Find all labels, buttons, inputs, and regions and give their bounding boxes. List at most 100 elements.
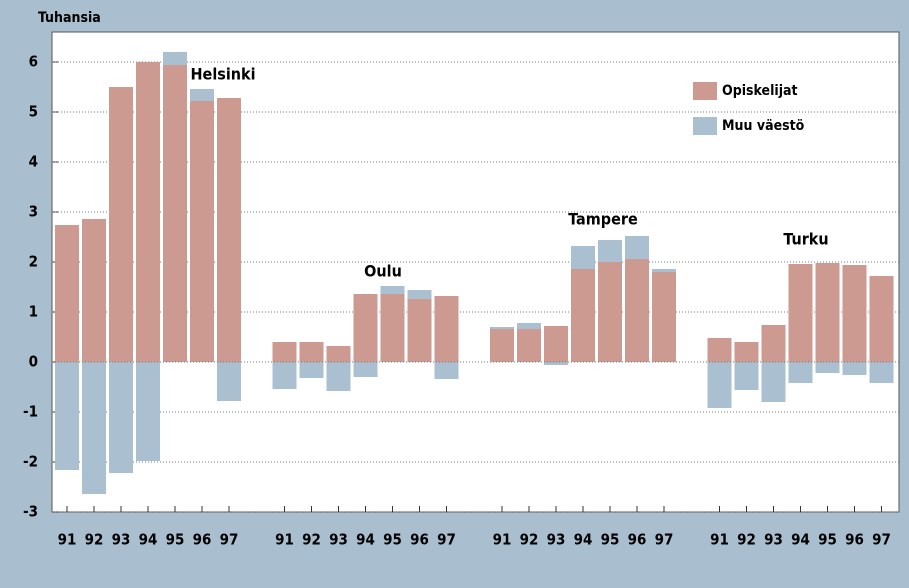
bar — [353, 294, 378, 362]
bar — [707, 338, 732, 362]
x-tick-label: 96 — [628, 531, 647, 549]
bar — [707, 362, 732, 408]
x-tick-label: 93 — [112, 531, 131, 549]
x-tick-label: 95 — [601, 531, 620, 549]
bar — [490, 327, 514, 329]
bar — [625, 259, 649, 362]
x-tick-label: 91 — [493, 531, 512, 549]
bar — [652, 272, 676, 362]
bar — [842, 362, 867, 375]
bar — [788, 264, 813, 362]
x-tick-label: 95 — [818, 531, 837, 549]
bar — [652, 269, 676, 272]
bar — [163, 65, 187, 362]
bar — [82, 219, 106, 362]
bar — [136, 362, 160, 461]
bar — [490, 329, 514, 362]
x-tick-label: 96 — [193, 531, 212, 549]
x-tick-label: 97 — [220, 531, 239, 549]
group-label: Tampere — [568, 210, 638, 229]
bar — [625, 236, 649, 259]
bar — [517, 323, 541, 329]
bar — [217, 362, 241, 401]
bar — [434, 362, 459, 379]
bar — [815, 263, 840, 362]
y-tick-label: -3 — [23, 503, 38, 521]
x-tick-label: 94 — [574, 531, 593, 549]
x-tick-label: 96 — [845, 531, 864, 549]
bar — [869, 362, 894, 383]
bar — [761, 362, 786, 402]
x-tick-label: 91 — [58, 531, 77, 549]
bar — [761, 325, 786, 362]
x-tick-label: 97 — [437, 531, 456, 549]
y-tick-label: -2 — [23, 453, 38, 471]
x-tick-label: 93 — [547, 531, 566, 549]
bar — [353, 362, 378, 377]
x-tick-label: 94 — [139, 531, 158, 549]
group-label: Helsinki — [191, 65, 256, 84]
x-tick-label: 97 — [872, 531, 891, 549]
x-tick-label: 97 — [655, 531, 674, 549]
x-tick-label: 93 — [329, 531, 348, 549]
x-tick-label: 91 — [710, 531, 729, 549]
bar — [788, 362, 813, 383]
bar — [55, 362, 79, 470]
bar — [217, 98, 241, 362]
bar — [734, 362, 759, 390]
x-tick-label: 95 — [383, 531, 402, 549]
x-tick-label: 96 — [410, 531, 429, 549]
y-tick-label: -1 — [23, 403, 38, 421]
bar — [299, 362, 324, 378]
bar — [299, 342, 324, 362]
bar — [734, 342, 759, 362]
y-axis-label: Tuhansia — [38, 10, 101, 26]
bar — [869, 276, 894, 362]
y-tick-label: 0 — [29, 353, 38, 371]
group-label: Turku — [783, 230, 828, 249]
x-tick-label: 92 — [85, 531, 104, 549]
x-tick-label: 92 — [737, 531, 756, 549]
legend-swatch — [693, 117, 717, 135]
bar — [136, 62, 160, 362]
group-label: Oulu — [364, 262, 402, 281]
bar — [380, 294, 405, 362]
bar — [571, 269, 595, 362]
legend-swatch — [693, 82, 717, 100]
y-tick-label: 6 — [29, 53, 38, 71]
x-tick-label: 92 — [520, 531, 539, 549]
x-tick-label: 91 — [275, 531, 294, 549]
bar — [544, 362, 568, 365]
y-tick-label: 5 — [29, 103, 38, 121]
bar — [842, 265, 867, 362]
bar — [326, 362, 351, 391]
bar — [598, 240, 622, 262]
bar — [815, 362, 840, 373]
bar — [55, 225, 79, 362]
y-tick-label: 1 — [29, 303, 38, 321]
bar — [544, 326, 568, 362]
bar — [598, 262, 622, 362]
bar — [82, 362, 106, 494]
bar — [434, 296, 459, 362]
bar — [109, 362, 133, 473]
bar — [407, 299, 432, 362]
bar — [571, 246, 595, 269]
bar — [517, 329, 541, 362]
bar — [109, 87, 133, 362]
x-tick-label: 92 — [302, 531, 321, 549]
legend-label: Muu väestö — [722, 118, 805, 134]
x-tick-label: 94 — [791, 531, 810, 549]
bar — [163, 52, 187, 65]
bar — [272, 342, 297, 362]
y-tick-label: 2 — [29, 253, 38, 271]
bar — [326, 346, 351, 362]
x-tick-label: 93 — [764, 531, 783, 549]
bar — [407, 290, 432, 299]
x-tick-label: 94 — [356, 531, 375, 549]
bar — [272, 362, 297, 389]
legend-label: Opiskelijat — [722, 83, 798, 99]
x-tick-label: 95 — [166, 531, 185, 549]
y-tick-label: 3 — [29, 203, 38, 221]
bar — [190, 89, 214, 101]
